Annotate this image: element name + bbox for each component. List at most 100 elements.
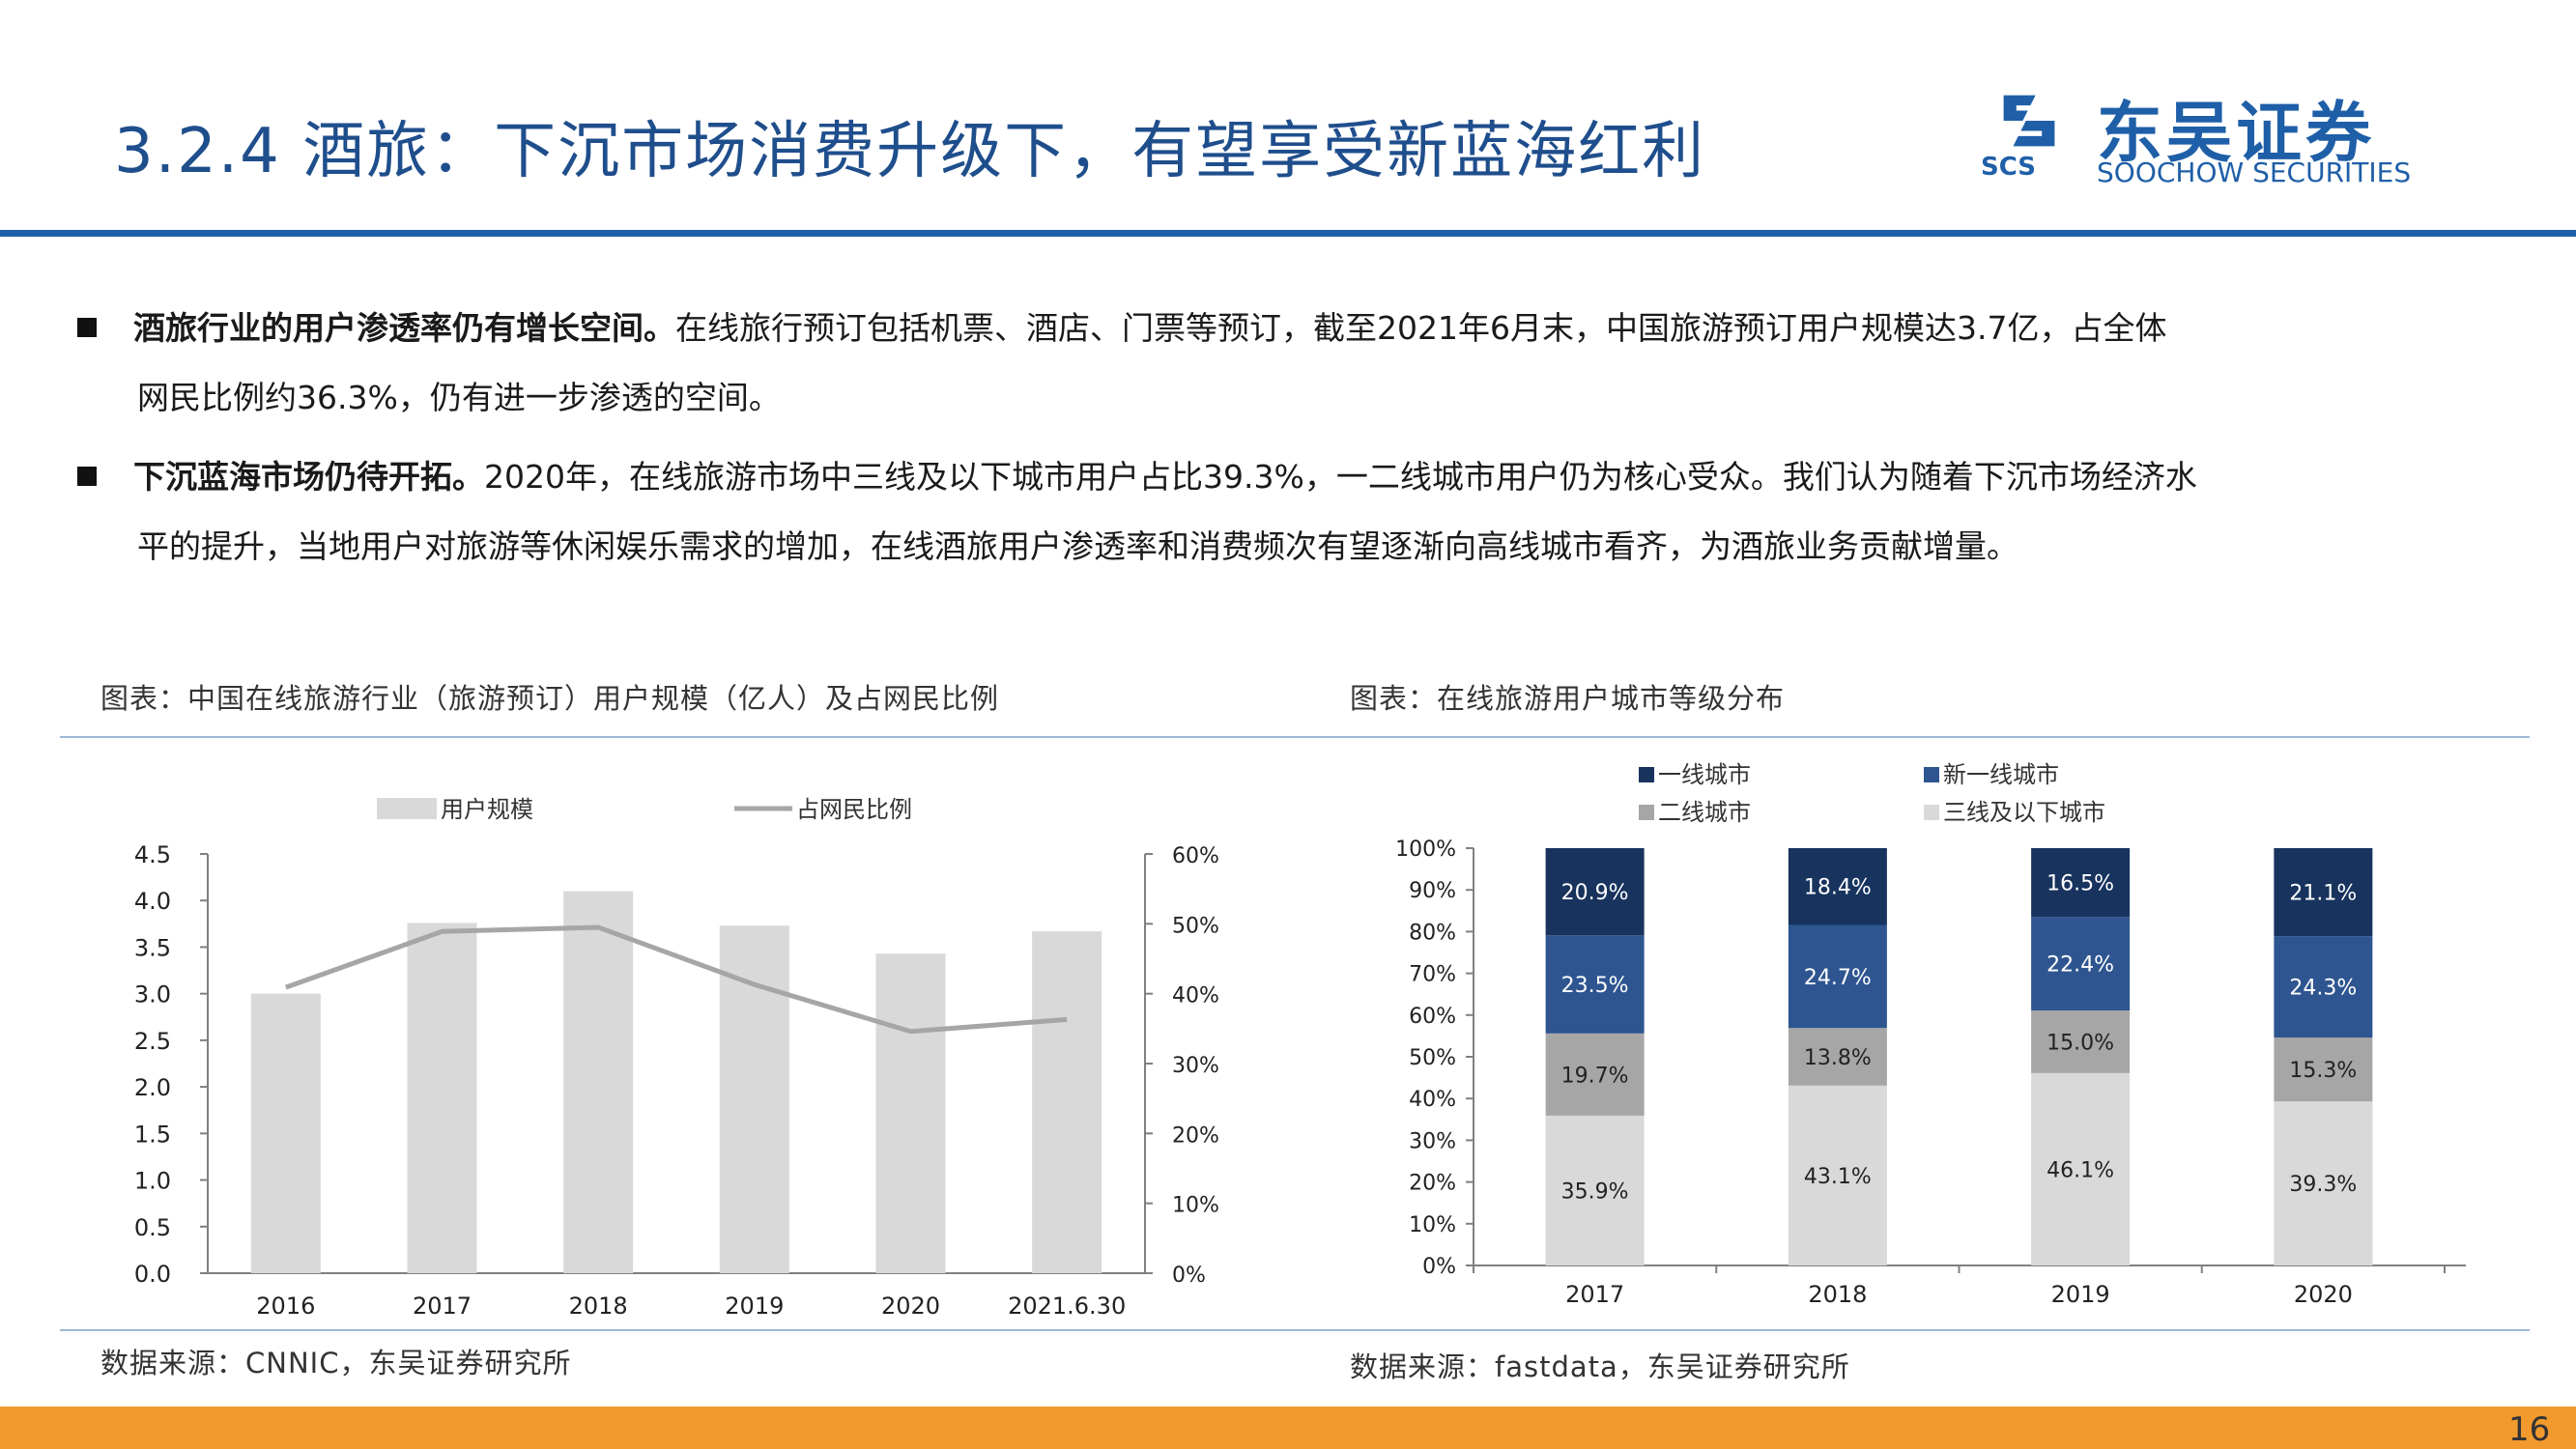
x-tick-label: 2018 xyxy=(1808,1281,1867,1308)
bullet-square-icon xyxy=(77,317,97,337)
y2-tick-label: 10% xyxy=(1172,1194,1219,1218)
data-label: 43.1% xyxy=(1804,1165,1872,1189)
page-number: 16 xyxy=(2508,1410,2551,1449)
y-tick-label: 70% xyxy=(1409,963,1456,987)
logo-name-cn: 东吴证券 xyxy=(2097,96,2376,172)
right-chart-caption: 图表：在线旅游用户城市等级分布 xyxy=(1350,682,1786,715)
y2-tick-label: 0% xyxy=(1172,1264,1206,1288)
bar-user-scale xyxy=(407,923,477,1273)
stack-segment xyxy=(2274,936,2373,1038)
y2-tick-label: 20% xyxy=(1172,1123,1219,1148)
y-tick-label: 100% xyxy=(1395,838,1456,862)
stack-segment xyxy=(2031,1010,2131,1073)
y-tick-label: 80% xyxy=(1409,921,1456,945)
bar-user-scale xyxy=(1032,931,1102,1273)
bar-user-scale xyxy=(875,953,946,1273)
stack-segment xyxy=(1788,924,1887,1029)
stack-segment xyxy=(1545,848,1645,936)
y-tick-label: 1.5 xyxy=(134,1121,171,1148)
bar-user-scale xyxy=(250,993,321,1273)
x-tick-label: 2019 xyxy=(725,1293,784,1320)
bar-user-scale xyxy=(563,891,634,1273)
legend-label: 新一线城市 xyxy=(1943,761,2059,788)
legend-swatch xyxy=(1924,805,1939,820)
y-tick-label: 3.0 xyxy=(134,981,171,1009)
y-tick-label: 0.0 xyxy=(134,1261,171,1288)
y-tick-label: 30% xyxy=(1409,1129,1456,1153)
y2-tick-label: 40% xyxy=(1172,984,1219,1009)
footer-bar xyxy=(0,1406,2576,1449)
legend-label: 占网民比例 xyxy=(796,796,912,823)
bullet-text-cont: 网民比例约36.3%，仍有进一步渗透的空间。 xyxy=(137,379,781,416)
left-chart-caption: 图表：中国在线旅游行业（旅游预订）用户规模（亿人）及占网民比例 xyxy=(100,682,1000,715)
y-tick-label: 2.0 xyxy=(134,1074,171,1101)
city-tier-stacked-chart: 0% 10% 20% 30% 40% 50% 60% 70% 80% 90% 100% 2017 201… xyxy=(1395,761,2466,1308)
stack-segment xyxy=(1788,1028,1887,1086)
legend-label: 一线城市 xyxy=(1658,761,1751,788)
y-tick-label: 0.5 xyxy=(134,1214,171,1241)
soochow-logo-icon xyxy=(2003,95,2055,147)
bullet-lead: 酒旅行业的用户渗透率仍有增长空间。 xyxy=(133,309,675,347)
bullet-text: 2020年，在线旅游市场中三线及以下城市用户占比39.3%，一二线城市用户仍为核… xyxy=(484,458,2197,496)
y-tick-label: 4.5 xyxy=(134,841,171,868)
y-tick-label: 10% xyxy=(1409,1213,1456,1237)
stack-segment xyxy=(2031,917,2131,1011)
x-tick-label: 2017 xyxy=(1565,1281,1624,1308)
x-tick-label: 2016 xyxy=(256,1293,315,1320)
right-chart-source: 数据来源：fastdata，东吴证券研究所 xyxy=(1350,1350,1850,1383)
data-label: 24.7% xyxy=(1804,966,1872,990)
y-tick-label: 90% xyxy=(1409,879,1456,903)
legend-label: 用户规模 xyxy=(441,796,533,823)
logo-abbr: SCS xyxy=(1981,153,2037,182)
source-divider xyxy=(60,1329,2530,1331)
legend-swatch xyxy=(1639,767,1654,782)
y-tick-label: 40% xyxy=(1409,1088,1456,1112)
legend-swatch xyxy=(1639,805,1654,820)
stack-segment xyxy=(2274,848,2373,937)
legend-swatch-bar xyxy=(377,798,437,819)
y-tick-label: 1.0 xyxy=(134,1168,171,1195)
x-tick-label: 2019 xyxy=(2051,1281,2110,1308)
y-tick-label: 4.0 xyxy=(134,888,171,915)
legend-label: 二线城市 xyxy=(1658,799,1751,826)
x-tick-label: 2020 xyxy=(2294,1281,2353,1308)
data-label: 35.9% xyxy=(1561,1179,1629,1204)
x-tick-label: 2020 xyxy=(881,1293,940,1320)
stack-segment xyxy=(2274,1037,2373,1102)
y-tick-label: 60% xyxy=(1409,1005,1456,1029)
stack-segment xyxy=(2274,1101,2373,1265)
data-label: 16.5% xyxy=(2046,872,2114,896)
y2-tick-label: 60% xyxy=(1172,844,1219,868)
data-label: 22.4% xyxy=(2046,953,2114,978)
stack-segment xyxy=(1788,848,1887,925)
data-label: 46.1% xyxy=(2046,1158,2114,1182)
x-tick-label: 2017 xyxy=(413,1293,472,1320)
line-netizen-ratio xyxy=(284,924,1068,1035)
data-label: 24.3% xyxy=(2289,977,2357,1001)
user-scale-combo-chart: 0.0 0.5 1.0 1.5 2.0 2.5 3.0 3.5 4.0 4.5 0% 10% 20% 30… xyxy=(134,796,1219,1320)
stack-segment xyxy=(2031,1072,2131,1265)
x-tick-label: 2018 xyxy=(569,1293,628,1320)
data-label: 23.5% xyxy=(1561,974,1629,998)
stack-segment xyxy=(1545,1033,1645,1116)
bullet-text-cont: 平的提升，当地用户对旅游等休闲娱乐需求的增加，在线酒旅用户渗透率和消费频次有望逐… xyxy=(137,527,2018,565)
y-tick-label: 50% xyxy=(1409,1046,1456,1070)
stack-segment xyxy=(1545,1115,1645,1265)
title-divider xyxy=(0,230,2576,237)
y-tick-label: 20% xyxy=(1409,1172,1456,1196)
y2-tick-label: 30% xyxy=(1172,1054,1219,1078)
data-label: 18.4% xyxy=(1804,876,1872,900)
y-tick-label: 2.5 xyxy=(134,1028,171,1055)
left-chart-source: 数据来源：CNNIC，东吴证券研究所 xyxy=(100,1347,572,1379)
stack-segment xyxy=(2031,848,2131,918)
data-label: 15.0% xyxy=(2046,1031,2114,1055)
bullet-square-icon xyxy=(77,466,97,486)
stack-segment xyxy=(1788,1085,1887,1265)
data-label: 19.7% xyxy=(1561,1064,1629,1088)
data-label: 13.8% xyxy=(1804,1046,1872,1070)
caption-divider xyxy=(60,736,2530,738)
legend-label: 三线及以下城市 xyxy=(1943,799,2105,826)
logo-name-en: SOOCHOW SECURITIES xyxy=(2097,156,2412,188)
bullet-text: 在线旅行预订包括机票、酒店、门票等预订，截至2021年6月末，中国旅游预订用户规… xyxy=(675,309,2167,347)
slide-title: 3.2.4 酒旅：下沉市场消费升级下，有望享受新蓝海红利 xyxy=(114,116,1706,187)
